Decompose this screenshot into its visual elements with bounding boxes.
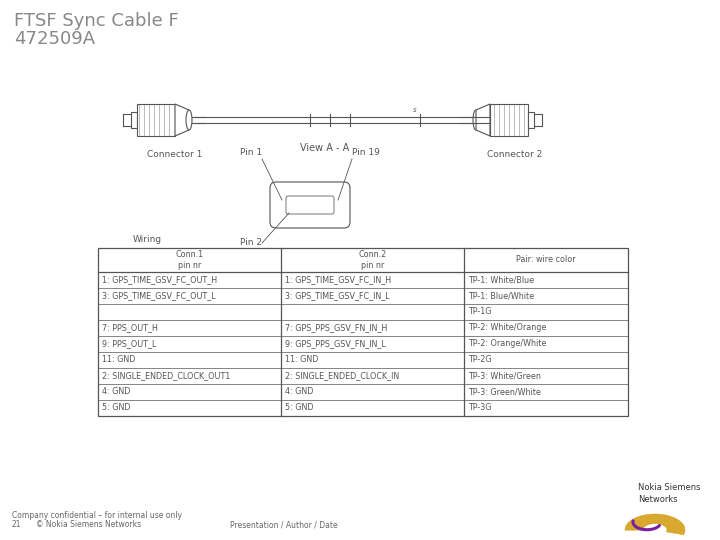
Text: © Nokia Siemens Networks: © Nokia Siemens Networks [36, 520, 141, 529]
Text: Wiring: Wiring [133, 235, 162, 244]
Text: TP-3: White/Green: TP-3: White/Green [468, 372, 541, 381]
Text: 1: GPS_TIME_GSV_FC_IN_H: 1: GPS_TIME_GSV_FC_IN_H [285, 275, 391, 285]
Text: 5: GND: 5: GND [285, 403, 313, 413]
Text: FTSF Sync Cable F: FTSF Sync Cable F [14, 12, 179, 30]
Text: Nokia Siemens
Networks: Nokia Siemens Networks [638, 483, 701, 504]
Text: Pair: wire color: Pair: wire color [516, 255, 576, 265]
Polygon shape [476, 104, 490, 136]
Polygon shape [175, 104, 189, 136]
Bar [131, 112, 137, 128]
Text: 11: GND: 11: GND [102, 355, 135, 364]
Bar [137, 104, 175, 136]
Text: TP-2: Orange/White: TP-2: Orange/White [468, 340, 546, 348]
Bar [528, 112, 534, 128]
Text: Connector 2: Connector 2 [487, 150, 543, 159]
Ellipse shape [186, 110, 192, 130]
Text: Company confidential – for internal use only: Company confidential – for internal use … [12, 511, 182, 520]
Text: Connector 1: Connector 1 [148, 150, 203, 159]
Text: View A - A: View A - A [300, 143, 350, 153]
Text: 4: GND: 4: GND [285, 388, 313, 396]
Text: TP-3G: TP-3G [468, 403, 491, 413]
Text: Pin 19: Pin 19 [352, 148, 380, 157]
FancyBboxPatch shape [286, 196, 334, 214]
Text: Pin 1: Pin 1 [240, 148, 262, 157]
Text: 11: GND: 11: GND [285, 355, 318, 364]
Text: 9: PPS_OUT_L: 9: PPS_OUT_L [102, 340, 156, 348]
Text: 1: GPS_TIME_GSV_FC_OUT_H: 1: GPS_TIME_GSV_FC_OUT_H [102, 275, 217, 285]
Text: 472509A: 472509A [14, 30, 95, 48]
Text: 21: 21 [12, 520, 22, 529]
Text: TP-2G: TP-2G [468, 355, 491, 364]
Text: 7: PPS_OUT_H: 7: PPS_OUT_H [102, 323, 158, 333]
Text: TP-1: Blue/White: TP-1: Blue/White [468, 292, 534, 300]
Text: 2: SINGLE_ENDED_CLOCK_IN: 2: SINGLE_ENDED_CLOCK_IN [285, 372, 399, 381]
Text: 5: GND: 5: GND [102, 403, 130, 413]
Text: 9: GPS_PPS_GSV_FN_IN_L: 9: GPS_PPS_GSV_FN_IN_L [285, 340, 386, 348]
Text: TP-3: Green/White: TP-3: Green/White [468, 388, 541, 396]
Text: Conn.2
pin nr: Conn.2 pin nr [358, 250, 387, 270]
Text: Conn.1
pin nr: Conn.1 pin nr [176, 250, 204, 270]
Text: 3: GPS_TIME_GSV_FC_IN_L: 3: GPS_TIME_GSV_FC_IN_L [285, 292, 390, 300]
Text: 7: GPS_PPS_GSV_FN_IN_H: 7: GPS_PPS_GSV_FN_IN_H [285, 323, 387, 333]
Text: 4: GND: 4: GND [102, 388, 130, 396]
Text: 3: GPS_TIME_GSV_FC_OUT_L: 3: GPS_TIME_GSV_FC_OUT_L [102, 292, 215, 300]
Bar [490, 104, 528, 136]
Bar [98, 248, 628, 416]
Text: s: s [413, 107, 417, 113]
FancyBboxPatch shape [270, 182, 350, 228]
Text: TP-2: White/Orange: TP-2: White/Orange [468, 323, 546, 333]
Text: TP-1: White/Blue: TP-1: White/Blue [468, 275, 534, 285]
Polygon shape [625, 514, 685, 535]
Text: 2: SINGLE_ENDED_CLOCK_OUT1: 2: SINGLE_ENDED_CLOCK_OUT1 [102, 372, 230, 381]
Text: TP-1G: TP-1G [468, 307, 491, 316]
Ellipse shape [473, 110, 479, 130]
Text: Pin 2: Pin 2 [240, 238, 262, 247]
Text: Presentation / Author / Date: Presentation / Author / Date [230, 520, 338, 529]
